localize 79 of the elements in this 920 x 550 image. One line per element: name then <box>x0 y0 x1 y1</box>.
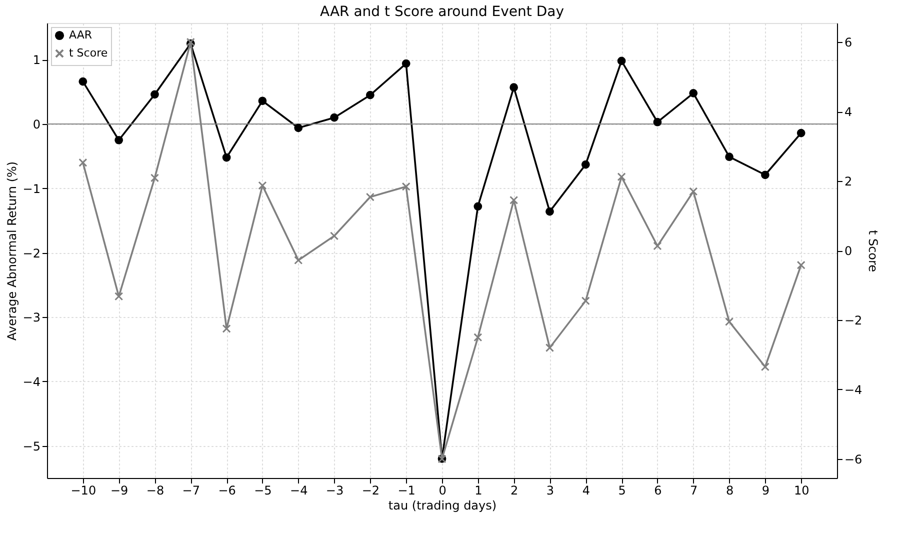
point <box>796 128 806 138</box>
point <box>294 256 303 265</box>
point <box>689 187 698 196</box>
x-tick-label: −1 <box>398 484 416 498</box>
x-tick-label: −10 <box>70 484 96 498</box>
point <box>725 152 734 162</box>
point <box>689 88 698 98</box>
y-tick-label: 0 <box>32 118 40 132</box>
point <box>78 77 88 86</box>
x-tick-label: −9 <box>110 484 128 498</box>
x-tick-label: −7 <box>182 484 200 498</box>
y-tick-label: −5 <box>22 439 40 454</box>
legend-label: AAR <box>69 28 92 42</box>
point <box>294 124 303 132</box>
point <box>150 174 160 182</box>
x-tick-label: −5 <box>254 484 272 498</box>
y2-tick-label: 2 <box>844 174 852 189</box>
x-tick-label: 7 <box>690 484 698 498</box>
point <box>330 232 339 240</box>
y-axis-title: Average Abnormal Return (%) <box>4 161 19 341</box>
point <box>222 324 231 333</box>
x-tick-label: 9 <box>762 484 770 498</box>
y2-tick-label: 6 <box>844 36 852 50</box>
point <box>796 260 806 270</box>
point <box>402 182 410 191</box>
y-tick-label: −2 <box>22 246 40 260</box>
point <box>114 136 123 144</box>
point <box>581 160 590 169</box>
y2-tick-label: −4 <box>844 382 862 397</box>
y2-axis-title: t Score <box>866 230 880 272</box>
point <box>114 292 124 301</box>
point <box>510 196 518 204</box>
y2-tick-label: 4 <box>844 105 852 120</box>
point <box>474 202 482 211</box>
point <box>546 207 554 216</box>
point <box>330 113 338 122</box>
x-tick-label: 10 <box>794 484 810 498</box>
point <box>617 172 626 182</box>
x-tick-label: 0 <box>438 484 446 498</box>
y2-tick-label: 0 <box>844 244 852 258</box>
y-tick-label: −4 <box>22 374 40 389</box>
x-tick-label: 8 <box>726 484 734 498</box>
x-axis-title: tau (trading days) <box>388 498 497 512</box>
y2-tick-label: −6 <box>844 452 862 466</box>
point <box>474 333 482 342</box>
point <box>222 153 231 162</box>
x-tick-label: −6 <box>218 484 236 498</box>
point <box>402 59 410 68</box>
x-tick-label: 2 <box>510 484 518 498</box>
x-tick-label: −8 <box>146 484 164 498</box>
point <box>653 242 662 250</box>
point <box>258 96 267 106</box>
point <box>366 192 374 202</box>
point <box>760 362 770 372</box>
chart-title: AAR and t Score around Event Day <box>320 4 564 20</box>
point <box>545 343 554 352</box>
x-tick-label: 4 <box>582 484 590 498</box>
legend-label: t Score <box>69 46 108 60</box>
x-tick-label: −2 <box>362 484 380 498</box>
point <box>617 56 626 66</box>
point <box>761 170 770 180</box>
x-tick-label: −4 <box>290 484 308 498</box>
point <box>78 158 88 167</box>
point <box>258 181 267 190</box>
y-tick-label: −1 <box>22 182 40 196</box>
y-tick-label: −3 <box>22 310 40 325</box>
y-tick-label: 1 <box>32 53 40 68</box>
point <box>653 118 662 126</box>
x-tick-label: −3 <box>326 484 344 498</box>
x-tick-label: 6 <box>654 484 662 498</box>
point <box>581 296 590 306</box>
point <box>366 90 374 100</box>
x-tick-label: 5 <box>618 484 626 498</box>
point <box>510 83 518 92</box>
y2-tick-label: −2 <box>844 313 862 328</box>
point <box>724 317 734 326</box>
point <box>150 90 159 99</box>
x-tick-label: 1 <box>474 484 482 498</box>
x-tick-label: 3 <box>546 484 554 498</box>
